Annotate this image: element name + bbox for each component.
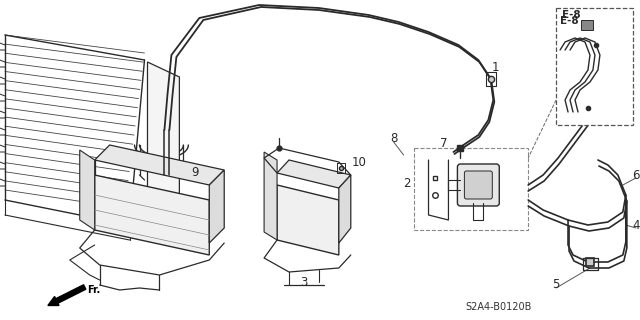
Text: 1: 1 xyxy=(492,60,499,74)
Text: E-8: E-8 xyxy=(560,16,579,26)
FancyBboxPatch shape xyxy=(465,171,492,199)
Polygon shape xyxy=(80,150,95,230)
Polygon shape xyxy=(264,152,277,240)
Text: E-8: E-8 xyxy=(562,10,580,20)
Polygon shape xyxy=(339,175,351,243)
Polygon shape xyxy=(581,20,593,30)
Text: 9: 9 xyxy=(191,165,199,179)
Text: 5: 5 xyxy=(552,278,560,292)
Polygon shape xyxy=(556,8,633,125)
Text: 8: 8 xyxy=(390,132,397,145)
Polygon shape xyxy=(147,62,179,220)
Polygon shape xyxy=(277,185,339,255)
Text: S2A4-B0120B: S2A4-B0120B xyxy=(465,302,531,312)
Text: 4: 4 xyxy=(632,219,639,231)
FancyBboxPatch shape xyxy=(458,164,499,206)
Text: 10: 10 xyxy=(351,156,366,169)
Text: 6: 6 xyxy=(632,169,639,181)
Text: 7: 7 xyxy=(440,137,447,149)
Polygon shape xyxy=(95,175,209,255)
Polygon shape xyxy=(95,145,224,185)
Polygon shape xyxy=(277,160,351,188)
Text: 3: 3 xyxy=(300,276,308,289)
Polygon shape xyxy=(209,170,224,243)
Text: Fr.: Fr. xyxy=(86,285,100,295)
Text: 2: 2 xyxy=(403,177,410,189)
FancyArrow shape xyxy=(48,285,86,306)
